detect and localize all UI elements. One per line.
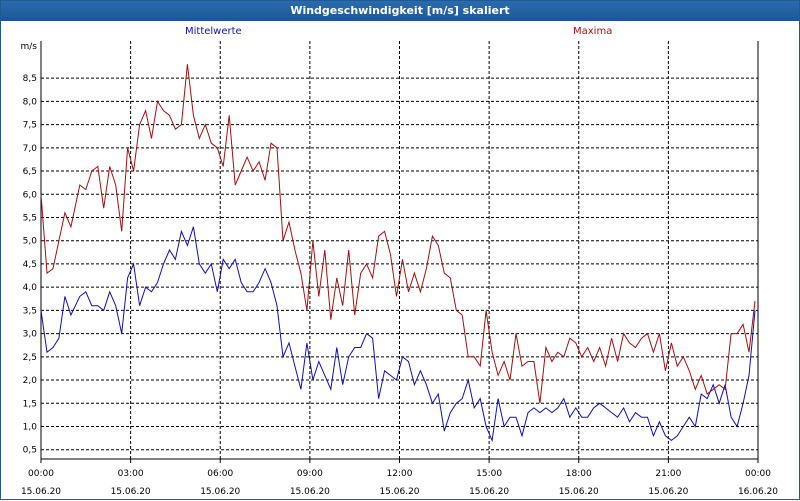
y-tick-label: 7,5 <box>23 121 37 131</box>
y-tick-label: 4,0 <box>23 283 38 293</box>
x-tick-date: 15.06.20 <box>379 487 419 497</box>
legend-max: Maxima <box>573 26 613 37</box>
series-line-maxima <box>40 64 756 404</box>
y-tick-label: 6,0 <box>23 190 38 200</box>
axes <box>40 41 759 463</box>
x-tick-date: 15.06.20 <box>111 487 151 497</box>
x-tick-date: 16.06.20 <box>738 487 778 497</box>
y-tick-label: 7,0 <box>23 144 38 154</box>
y-tick-label: 4,5 <box>23 260 37 270</box>
y-tick-label: 1,5 <box>23 399 37 409</box>
x-tick-date: 15.06.20 <box>559 487 599 497</box>
x-tick-time: 18:00 <box>566 469 592 479</box>
grid-lines <box>41 41 758 459</box>
y-tick-label: 8,5 <box>23 74 37 84</box>
y-tick-label: 1,0 <box>23 422 38 432</box>
y-tick-label: 8,0 <box>23 97 38 107</box>
y-tick-label: 3,5 <box>23 306 37 316</box>
x-tick-time: 15:00 <box>476 469 502 479</box>
x-tick-date: 15.06.20 <box>200 487 240 497</box>
y-tick-label: 2,0 <box>23 376 38 386</box>
series-lines <box>40 64 756 443</box>
x-tick-time: 00:00 <box>28 469 54 479</box>
window-title: Windgeschwindigkeit [m/s] skaliert <box>1 1 799 21</box>
x-tick-time: 21:00 <box>655 469 681 479</box>
x-tick-time: 03:00 <box>118 469 144 479</box>
y-tick-label: 0,5 <box>23 446 37 456</box>
y-tick-label: 5,0 <box>23 237 38 247</box>
y-tick-label: 3,0 <box>23 330 38 340</box>
series-line-mittelwerte <box>40 226 756 443</box>
legend-mean: Mittelwerte <box>185 26 242 37</box>
y-axis-unit: m/s <box>21 42 38 52</box>
x-tick-labels: 00:00 15.06.20 03:00 15.06.20 06:00 15.06.20 0… <box>21 469 778 497</box>
y-tick-labels: 0,5 1,0 1,5 2,0 2,5 3,0 3,5 4,0 4,5 5,0 5,5 6,0 6,5 7… <box>21 42 38 456</box>
x-tick-date: 15.06.20 <box>469 487 509 497</box>
x-tick-time: 09:00 <box>297 469 323 479</box>
y-tick-label: 2,5 <box>23 353 37 363</box>
x-tick-date: 15.06.20 <box>290 487 330 497</box>
x-tick-time: 00:00 <box>745 469 771 479</box>
x-tick-date: 15.06.20 <box>648 487 688 497</box>
x-tick-date: 15.06.20 <box>21 487 61 497</box>
y-tick-label: 6,5 <box>23 167 37 177</box>
x-tick-time: 12:00 <box>387 469 413 479</box>
y-tick-label: 5,5 <box>23 213 37 223</box>
x-tick-time: 06:00 <box>207 469 233 479</box>
